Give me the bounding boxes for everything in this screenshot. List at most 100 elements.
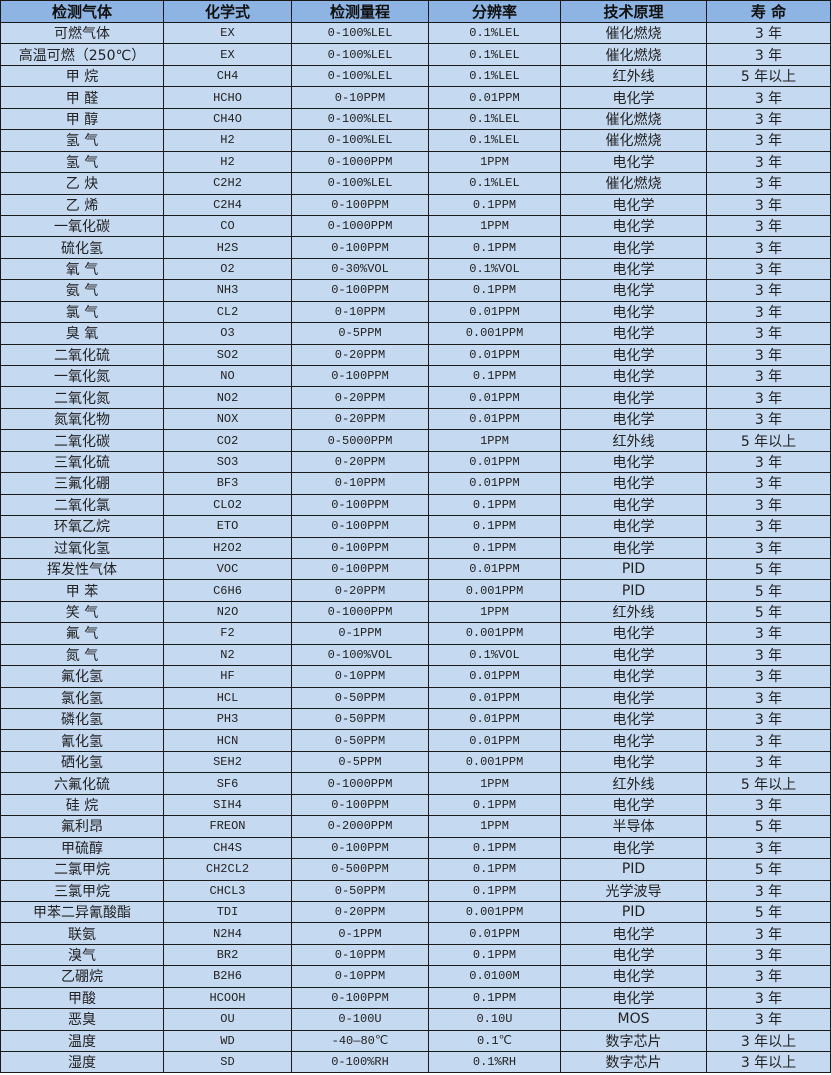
cell-formula: EX — [163, 21, 292, 45]
cell-formula: N2 — [163, 643, 292, 667]
cell-principle: PID — [560, 858, 707, 881]
cell-lifespan: 5 年以上 — [706, 64, 831, 88]
cell-lifespan: 3 年 — [706, 707, 831, 731]
cell-lifespan: 5 年 — [706, 900, 831, 924]
table-row: 二氧化硫 SO2 0-20PPM 0.01PPM 电化学 3 年 — [0, 343, 831, 367]
cell-lifespan: 5 年以上 — [706, 772, 831, 795]
table-row: 恶臭 OU 0-100U 0.10U MOS 3 年 — [0, 1008, 831, 1031]
cell-principle: 电化学 — [560, 515, 707, 538]
cell-gas: 一氧化氮 — [0, 364, 164, 388]
cell-principle: 电化学 — [560, 407, 707, 431]
table-row: 挥发性气体 VOC 0-100PPM 0.01PPM PID 5 年 — [0, 557, 831, 581]
table-row: 环氧乙烷 ETO 0-100PPM 0.1PPM 电化学 3 年 — [0, 515, 831, 538]
cell-lifespan: 5 年以上 — [706, 429, 831, 452]
cell-principle: 电化学 — [560, 922, 707, 945]
cell-range: 0-1000PPM — [291, 600, 429, 624]
cell-resolution: 1PPM — [428, 815, 561, 838]
cell-range: 0-1000PPM — [291, 214, 429, 238]
cell-formula: CH2CL2 — [163, 858, 292, 881]
cell-gas: 氧 气 — [0, 257, 164, 281]
cell-gas: 氯 气 — [0, 300, 164, 324]
cell-resolution: 0.1PPM — [428, 515, 561, 538]
cell-gas: 六氟化硫 — [0, 772, 164, 795]
cell-formula: HCOOH — [163, 986, 292, 1010]
header-principle: 技术原理 — [560, 0, 707, 23]
table-row: 氢 气 H2 0-100%LEL 0.1%LEL 催化燃烧 3 年 — [0, 129, 831, 152]
cell-formula: NOX — [163, 407, 292, 431]
cell-resolution: 0.1℃ — [428, 1029, 561, 1053]
cell-principle: PID — [560, 557, 707, 581]
cell-range: 0-100PPM — [291, 986, 429, 1010]
cell-range: 0-100PPM — [291, 536, 429, 559]
cell-formula: H2 — [163, 129, 292, 152]
cell-principle: 电化学 — [560, 364, 707, 388]
header-gas: 检测气体 — [0, 0, 164, 23]
cell-lifespan: 3 年 — [706, 836, 831, 860]
table-row: 氟利昂 FREON 0-2000PPM 1PPM 半导体 5 年 — [0, 815, 831, 838]
cell-range: 0-20PPM — [291, 386, 429, 409]
cell-range: 0-100%VOL — [291, 643, 429, 667]
cell-lifespan: 3 年 — [706, 107, 831, 131]
cell-lifespan: 3 年 — [706, 515, 831, 538]
cell-principle: 电化学 — [560, 150, 707, 174]
header-resolution: 分辨率 — [428, 0, 561, 23]
cell-range: 0-1000PPM — [291, 772, 429, 795]
cell-formula: HF — [163, 665, 292, 688]
cell-principle: 催化燃烧 — [560, 21, 707, 45]
cell-gas: 甲 苯 — [0, 579, 164, 602]
cell-lifespan: 3 年 — [706, 257, 831, 281]
table-row: 甲硫醇 CH4S 0-100PPM 0.1PPM 电化学 3 年 — [0, 836, 831, 860]
cell-range: 0-5000PPM — [291, 429, 429, 452]
cell-range: 0-1000PPM — [291, 150, 429, 174]
cell-formula: SIH4 — [163, 793, 292, 817]
cell-gas: 硫化氢 — [0, 236, 164, 259]
cell-range: 0-100PPM — [291, 793, 429, 817]
table-row: 甲 醛 HCHO 0-10PPM 0.01PPM 电化学 3 年 — [0, 86, 831, 109]
cell-principle: 电化学 — [560, 214, 707, 238]
cell-formula: NO2 — [163, 386, 292, 409]
cell-formula: F2 — [163, 622, 292, 645]
cell-formula: B2H6 — [163, 965, 292, 988]
cell-resolution: 0.1PPM — [428, 236, 561, 259]
cell-gas: 氢 气 — [0, 150, 164, 174]
cell-resolution: 1PPM — [428, 214, 561, 238]
cell-gas: 二氯甲烷 — [0, 858, 164, 881]
cell-resolution: 0.1PPM — [428, 858, 561, 881]
cell-principle: 电化学 — [560, 622, 707, 645]
cell-principle: MOS — [560, 1008, 707, 1031]
table-row: 氨 气 NH3 0-100PPM 0.1PPM 电化学 3 年 — [0, 279, 831, 302]
cell-formula: OU — [163, 1008, 292, 1031]
cell-range: 0-20PPM — [291, 343, 429, 367]
cell-formula: ETO — [163, 515, 292, 538]
cell-lifespan: 3 年 — [706, 43, 831, 66]
cell-principle: 电化学 — [560, 836, 707, 860]
cell-range: 0-100%RH — [291, 1050, 429, 1074]
cell-formula: SO3 — [163, 450, 292, 474]
table-row: 臭 氧 O3 0-5PPM 0.001PPM 电化学 3 年 — [0, 322, 831, 345]
table-row: 氮氧化物 NOX 0-20PPM 0.01PPM 电化学 3 年 — [0, 407, 831, 431]
cell-gas: 甲 醛 — [0, 86, 164, 109]
cell-principle: 电化学 — [560, 986, 707, 1010]
table-body: 可燃气体 EX 0-100%LEL 0.1%LEL 催化燃烧 3 年高温可燃（250℃） E… — [0, 21, 831, 1074]
cell-resolution: 0.001PPM — [428, 622, 561, 645]
cell-gas: 乙 炔 — [0, 172, 164, 195]
cell-gas: 温度 — [0, 1029, 164, 1053]
cell-gas: 甲苯二异氰酸酯 — [0, 900, 164, 924]
cell-gas: 氰化氢 — [0, 729, 164, 752]
cell-gas: 湿度 — [0, 1050, 164, 1074]
table-row: 高温可燃（250℃） EX 0-100%LEL 0.1%LEL 催化燃烧 3 年 — [0, 43, 831, 66]
cell-formula: H2 — [163, 150, 292, 174]
cell-range: 0-20PPM — [291, 579, 429, 602]
cell-gas: 二氧化氮 — [0, 386, 164, 409]
table-row: 三氧化硫 SO3 0-20PPM 0.01PPM 电化学 3 年 — [0, 450, 831, 474]
cell-resolution: 0.1PPM — [428, 536, 561, 559]
cell-principle: 电化学 — [560, 257, 707, 281]
cell-resolution: 0.01PPM — [428, 729, 561, 752]
cell-resolution: 0.01PPM — [428, 472, 561, 495]
cell-lifespan: 3 年 — [706, 172, 831, 195]
cell-lifespan: 3 年 — [706, 729, 831, 752]
cell-formula: BR2 — [163, 943, 292, 967]
cell-gas: 联氨 — [0, 922, 164, 945]
cell-lifespan: 3 年 — [706, 922, 831, 945]
